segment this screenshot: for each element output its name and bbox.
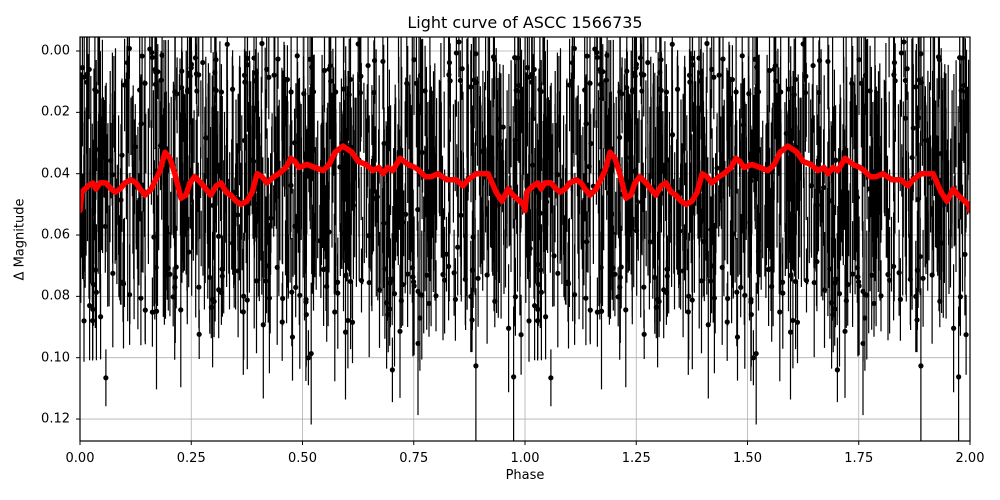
x-tick-label: 1.00 — [510, 451, 540, 466]
y-tick-label: 0.06 — [41, 227, 70, 243]
y-tick-label: 0.08 — [41, 288, 70, 304]
y-tick-label: 0.12 — [41, 411, 70, 427]
smoothed-curve — [80, 143, 970, 214]
y-tick-label: 0.00 — [41, 43, 70, 59]
x-tick-label: 1.75 — [844, 451, 874, 466]
y-tick-label: 0.04 — [41, 166, 70, 182]
x-tick-label: 0.75 — [399, 451, 429, 466]
x-tick-label: 2.00 — [955, 451, 985, 466]
y-axis-label: Δ Magnitude — [12, 198, 28, 281]
observation-points — [80, 37, 970, 441]
x-axis-label: Phase — [505, 468, 545, 483]
x-tick-label: 0.00 — [65, 451, 95, 466]
x-tick-label: 0.25 — [176, 451, 206, 466]
y-tick-label: 0.10 — [41, 350, 70, 366]
x-tick-label: 1.25 — [621, 451, 651, 466]
y-tick-label: 0.02 — [41, 104, 70, 120]
x-tick-label: 1.50 — [733, 451, 762, 466]
x-tick-label: 0.50 — [288, 451, 317, 466]
chart-title: Light curve of ASCC 1566735 — [407, 13, 643, 32]
tick-marks — [76, 50, 971, 445]
